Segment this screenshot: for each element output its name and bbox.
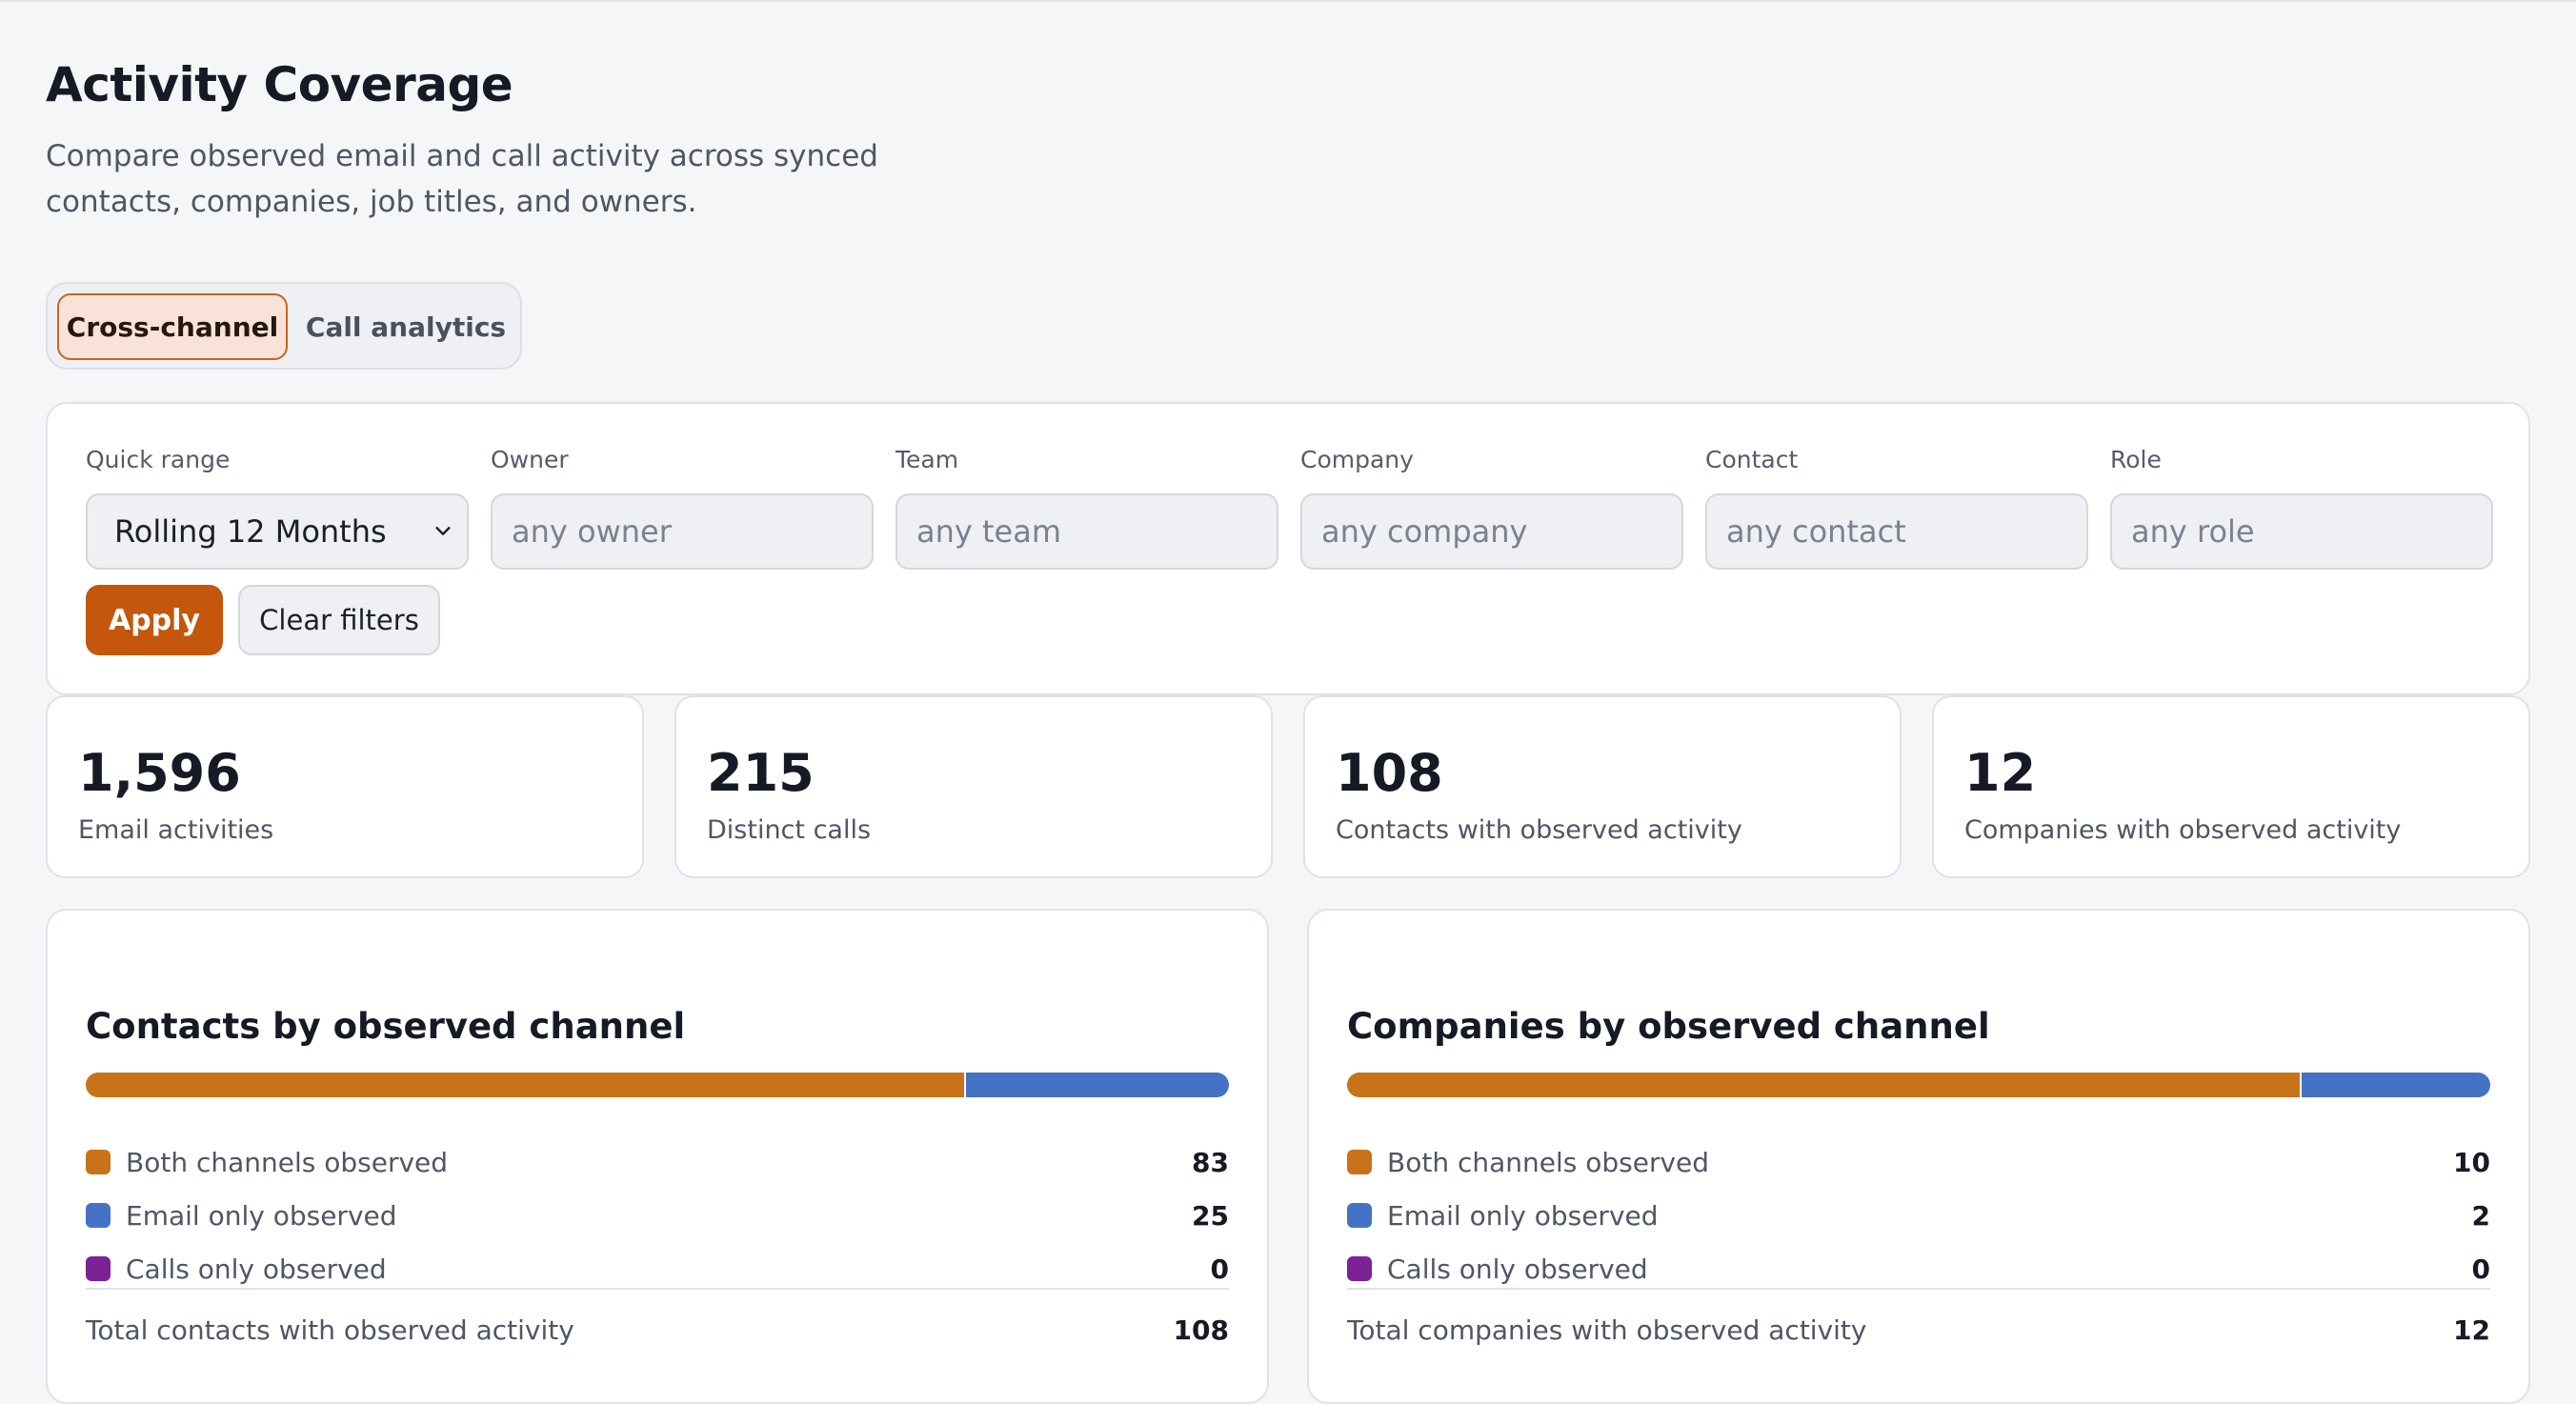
companies-channel-panel: Companies by observed channel Both chann… xyxy=(1307,909,2530,1404)
stat-value: 12 xyxy=(1964,743,2037,803)
swatch-both xyxy=(1347,1150,1372,1174)
stat-label: Contacts with observed activity xyxy=(1336,815,1742,845)
channel-stacked-bar xyxy=(1347,1073,2490,1097)
legend-row-calls: Calls only observed 0 xyxy=(1347,1250,2490,1288)
team-label: Team xyxy=(896,446,959,473)
legend-label: Both channels observed xyxy=(126,1146,449,1178)
channel-stacked-bar xyxy=(86,1073,1229,1097)
total-row: Total companies with observed activity 1… xyxy=(1347,1311,2490,1349)
total-label: Total companies with observed activity xyxy=(1347,1314,1867,1346)
company-input[interactable]: any company xyxy=(1300,493,1683,570)
legend-value: 0 xyxy=(2471,1253,2490,1285)
swatch-calls xyxy=(86,1256,111,1281)
legend-label: Email only observed xyxy=(1387,1199,1659,1232)
stat-card-companies: 12 Companies with observed activity xyxy=(1932,695,2530,878)
stat-value: 1,596 xyxy=(78,743,241,803)
stat-label: Distinct calls xyxy=(707,815,872,845)
stat-label: Companies with observed activity xyxy=(1964,815,2402,845)
divider xyxy=(86,1288,1229,1290)
legend-row-both: Both channels observed 10 xyxy=(1347,1143,2490,1181)
contact-label: Contact xyxy=(1705,446,1799,473)
legend-label: Calls only observed xyxy=(1387,1253,1648,1285)
stat-label: Email activities xyxy=(78,815,274,845)
bar-segment-email xyxy=(2300,1073,2490,1097)
team-input[interactable]: any team xyxy=(896,493,1278,570)
legend-value: 10 xyxy=(2453,1146,2490,1178)
legend-row-email: Email only observed 2 xyxy=(1347,1196,2490,1234)
total-value: 108 xyxy=(1173,1314,1229,1346)
swatch-email xyxy=(1347,1203,1372,1228)
contact-input[interactable]: any contact xyxy=(1705,493,2088,570)
stat-card-contacts: 108 Contacts with observed activity xyxy=(1303,695,1902,878)
panel-title: Contacts by observed channel xyxy=(86,1006,686,1047)
divider xyxy=(1347,1288,2490,1290)
quick-range-label: Quick range xyxy=(86,446,231,473)
bar-segment-email xyxy=(964,1073,1229,1097)
apply-button[interactable]: Apply xyxy=(86,585,223,655)
total-value: 12 xyxy=(2453,1314,2490,1346)
legend-value: 83 xyxy=(1192,1146,1229,1178)
contact-field: Contact any contact xyxy=(1705,446,2088,570)
role-input[interactable]: any role xyxy=(2110,493,2493,570)
stat-value: 215 xyxy=(707,743,815,803)
team-field: Team any team xyxy=(896,446,1278,570)
stat-value: 108 xyxy=(1336,743,1443,803)
role-label: Role xyxy=(2110,446,2162,473)
legend-label: Both channels observed xyxy=(1387,1146,1710,1178)
page-title: Activity Coverage xyxy=(46,57,513,112)
bar-segment-both xyxy=(86,1073,965,1097)
company-field: Company any company xyxy=(1300,446,1683,570)
page-subtitle: Compare observed email and call activity… xyxy=(46,139,878,219)
tab-cross-channel[interactable]: Cross-channel xyxy=(57,293,288,360)
stat-card-email-activities: 1,596 Email activities xyxy=(46,695,644,878)
owner-input[interactable]: any owner xyxy=(491,493,874,570)
quick-range-select[interactable]: Rolling 12 Months xyxy=(86,493,469,570)
contacts-channel-panel: Contacts by observed channel Both channe… xyxy=(46,909,1269,1404)
tab-call-analytics[interactable]: Call analytics xyxy=(305,311,507,343)
quick-range-value: Rolling 12 Months xyxy=(114,513,387,550)
swatch-calls xyxy=(1347,1256,1372,1281)
legend-row-both: Both channels observed 83 xyxy=(86,1143,1229,1181)
role-field: Role any role xyxy=(2110,446,2493,570)
stat-card-distinct-calls: 215 Distinct calls xyxy=(674,695,1273,878)
legend-row-email: Email only observed 25 xyxy=(86,1196,1229,1234)
filter-card: Quick range Rolling 12 Months Owner any … xyxy=(46,402,2530,695)
chevron-down-icon xyxy=(435,527,451,535)
legend-value: 0 xyxy=(1210,1253,1229,1285)
legend-value: 2 xyxy=(2471,1199,2490,1232)
legend-label: Email only observed xyxy=(126,1199,397,1232)
quick-range-field: Quick range Rolling 12 Months xyxy=(86,446,469,570)
bar-segment-both xyxy=(1347,1073,2300,1097)
swatch-email xyxy=(86,1203,111,1228)
company-label: Company xyxy=(1300,446,1414,473)
tab-bar: Cross-channel Call analytics xyxy=(46,282,522,370)
panel-title: Companies by observed channel xyxy=(1347,1006,1990,1047)
swatch-both xyxy=(86,1150,111,1174)
total-row: Total contacts with observed activity 10… xyxy=(86,1311,1229,1349)
owner-field: Owner any owner xyxy=(491,446,874,570)
owner-label: Owner xyxy=(491,446,569,473)
clear-filters-button[interactable]: Clear filters xyxy=(238,585,440,655)
legend-label: Calls only observed xyxy=(126,1253,387,1285)
total-label: Total contacts with observed activity xyxy=(86,1314,574,1346)
legend-value: 25 xyxy=(1192,1199,1229,1232)
legend-row-calls: Calls only observed 0 xyxy=(86,1250,1229,1288)
